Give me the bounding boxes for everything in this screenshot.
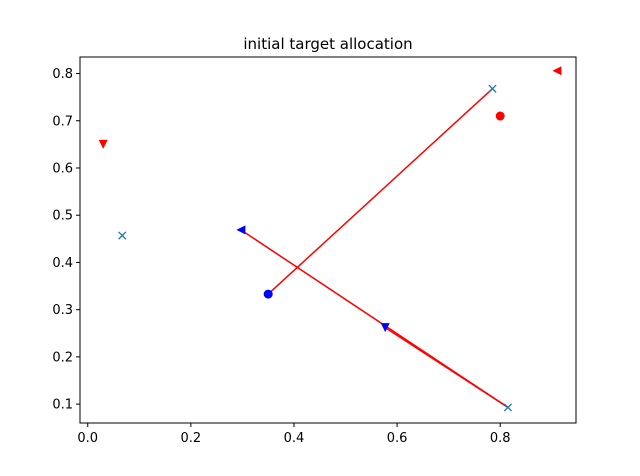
blue-agent-marker-2 xyxy=(380,323,390,333)
allocation-line-2 xyxy=(384,326,509,409)
chart-title: initial target allocation xyxy=(243,35,412,53)
y-tick-label-5: 0.6 xyxy=(52,161,73,176)
y-tick-label-1: 0.2 xyxy=(52,350,73,365)
x-tick-label-2: 0.4 xyxy=(284,431,305,446)
target-marker-2 xyxy=(503,403,513,412)
y-tick-label-6: 0.7 xyxy=(52,114,73,129)
y-tick-label-0: 0.1 xyxy=(52,398,73,413)
y-tick-label-3: 0.4 xyxy=(52,256,73,271)
target-marker-0 xyxy=(118,231,127,240)
x-tick-label-3: 0.6 xyxy=(387,431,408,446)
axes-frame xyxy=(79,56,577,424)
plot-area: 0.0 0.2 0.4 0.6 0.8 0.1 0.2 0.3 0.4 0.5 0.6 0.7 0.8 xyxy=(52,56,577,446)
allocation-line-0 xyxy=(267,88,493,295)
red-agent-marker-0 xyxy=(98,139,108,149)
y-tick-label-2: 0.3 xyxy=(52,303,73,318)
red-agent-marker-1 xyxy=(495,111,505,121)
y-tick-label-4: 0.5 xyxy=(52,209,73,224)
blue-agent-marker-1 xyxy=(236,225,246,235)
x-tick-label-0: 0.0 xyxy=(77,431,98,446)
x-tick-label-4: 0.8 xyxy=(490,431,511,446)
red-agent-marker-2 xyxy=(552,66,562,76)
y-tick-label-7: 0.8 xyxy=(52,67,73,82)
target-marker-1 xyxy=(488,84,497,93)
blue-agent-marker-0 xyxy=(263,289,273,299)
x-tick-label-1: 0.2 xyxy=(181,431,202,446)
